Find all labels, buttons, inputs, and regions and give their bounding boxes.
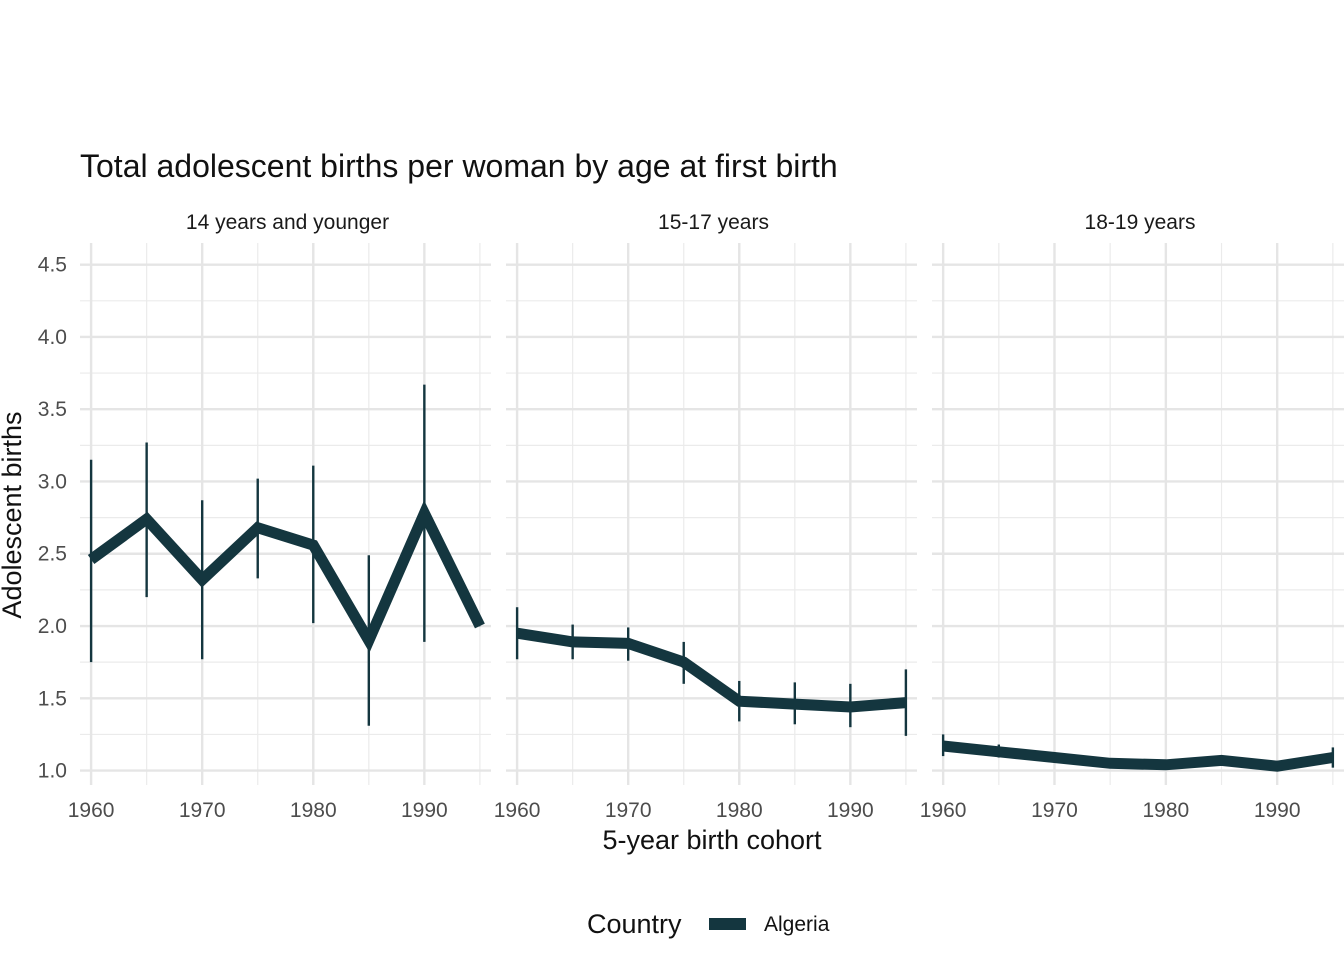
data-point [1053,757,1055,759]
data-point [146,518,148,520]
y-tick-label: 4.5 [38,254,67,277]
x-tick-label: 1980 [716,799,763,822]
data-point [998,751,1000,753]
x-tick-label: 1970 [179,799,226,822]
y-tick-label: 2.5 [38,543,67,566]
data-point [516,632,518,634]
data-point [201,579,203,581]
x-tick-label: 1970 [1031,799,1078,822]
legend-label-algeria: Algeria [764,913,830,936]
x-tick-label: 1960 [68,799,115,822]
data-point [905,702,907,704]
data-point [1332,757,1334,759]
x-tick-label: 1980 [1142,799,1189,822]
y-tick-label: 4.0 [38,326,67,349]
x-tick-label: 1990 [401,799,448,822]
data-point [312,544,314,546]
series-line-algeria [516,627,907,713]
legend-key-algeria [709,918,746,930]
x-tick-label: 1960 [494,799,541,822]
series-line-algeria [942,740,1334,772]
x-tick-label: 1960 [920,799,967,822]
facet-panel-2: 15-17 years 1960 1970 1980 1990 [494,211,917,822]
y-axis-title: Adolescent births [0,411,27,618]
data-point [257,527,259,529]
data-point [90,559,92,561]
data-point [738,700,740,702]
y-tick-label: 3.5 [38,398,67,421]
data-point [942,745,944,747]
y-tick-label: 1.5 [38,687,67,710]
facet-label: 14 years and younger [186,211,389,234]
y-tick-label: 3.0 [38,470,67,493]
data-point [627,642,629,644]
data-point [479,625,481,627]
data-point [1109,762,1111,764]
legend: Country Algeria [587,909,830,939]
facet-panel-1: 14 years and younger 1960 1970 1980 1990 1.0 1… [38,211,491,822]
data-point [849,706,851,708]
data-point [572,641,574,643]
facet-label: 18-19 years [1085,211,1196,234]
series-line-algeria [87,500,485,653]
facet-panel-3: 18-19 years 1960 1970 1980 1990 [920,211,1344,822]
data-point [1221,759,1223,761]
data-point [683,661,685,663]
x-tick-label: 1980 [290,799,337,822]
facet-label: 15-17 years [658,211,769,234]
x-tick-label: 1990 [1254,799,1301,822]
data-point [1276,765,1278,767]
data-point [794,703,796,705]
y-tick-label: 1.0 [38,760,67,783]
x-axis-title: 5-year birth cohort [602,825,822,855]
x-tick-label: 1970 [605,799,652,822]
data-point [368,639,370,641]
data-point [423,512,425,514]
chart-title: Total adolescent births per woman by age… [80,148,838,184]
legend-title: Country [587,909,682,939]
y-tick-label: 2.0 [38,615,67,638]
data-point [1165,764,1167,766]
x-tick-label: 1990 [827,799,874,822]
